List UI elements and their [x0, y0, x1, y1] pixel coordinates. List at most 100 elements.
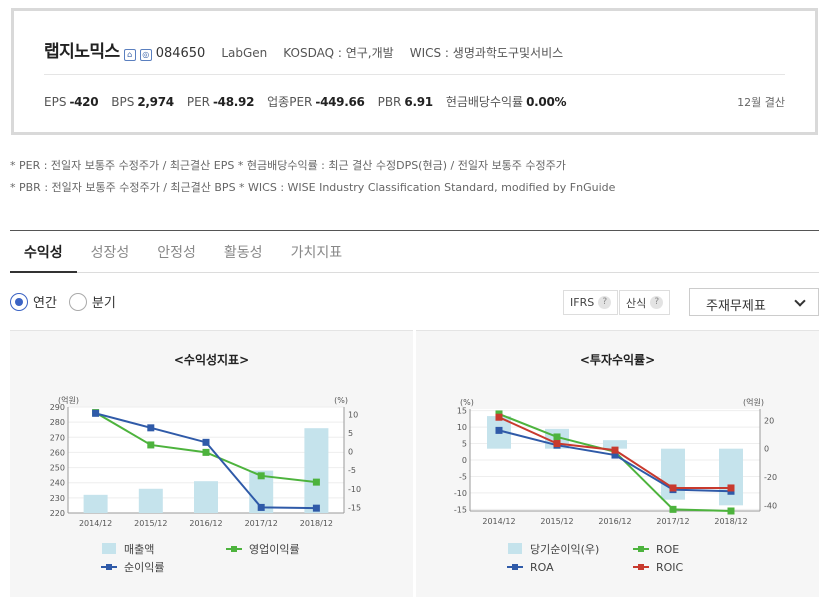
help-icon[interactable]: ? — [598, 296, 612, 309]
tab-valuation[interactable]: 가치지표 — [290, 245, 343, 261]
formula-chip[interactable]: 산식 ? — [619, 290, 671, 315]
help-icon[interactable]: ? — [650, 296, 664, 309]
right-axis-tick-label: 0 — [348, 448, 353, 457]
ticker-code: 084650 — [155, 46, 206, 61]
left-axis-tick-label: -15 — [454, 505, 467, 514]
footnote-line: * PER : 전일자 보통주 수정주가 / 최근결산 EPS * 현금배당수익… — [10, 159, 566, 172]
data-point — [257, 503, 265, 511]
left-axis-tick-label: 10 — [457, 423, 467, 432]
x-axis-tick-label: 2017/12 — [245, 519, 278, 528]
metric-industry-per: 업종PER -449.66 — [267, 95, 365, 109]
right-axis-tick-label: -15 — [348, 503, 361, 512]
radio-annual-label: 연간 — [33, 296, 57, 311]
left-axis-tick-label: 5 — [462, 440, 467, 449]
right-axis-tick-label: -5 — [348, 466, 356, 475]
metric-dividend-yield: 현금배당수익률 0.00% — [445, 95, 567, 109]
legend-swatch — [638, 564, 644, 570]
legend-swatch — [508, 543, 522, 554]
right-axis-label: (%) — [334, 396, 348, 405]
data-point — [92, 409, 100, 417]
report-icon[interactable]: ◎ — [139, 49, 152, 61]
legend-label: 당기순이익(우) — [530, 543, 599, 556]
ifrs-label: IFRS — [570, 296, 595, 309]
data-point — [727, 507, 735, 515]
data-point — [202, 448, 210, 456]
profitability-chart: 220 230 240 250 260 270 280 290 -15 -10 -5 0 5 10 (억원)… — [50, 395, 361, 574]
wics-sector: WICS : 생명과학도구및서비스 — [409, 46, 564, 60]
legend-swatch — [231, 546, 237, 552]
metric-pbr: PBR 6.91 — [377, 95, 434, 109]
data-point — [202, 438, 210, 446]
right-axis-label: (억원) — [743, 397, 764, 407]
left-axis-label: (억원) — [58, 395, 79, 405]
bar — [603, 440, 627, 449]
bar — [304, 428, 329, 513]
left-axis-label: (%) — [460, 398, 474, 407]
data-point — [553, 433, 561, 441]
tab-profitability[interactable]: 수익성 — [10, 231, 77, 273]
data-point — [669, 484, 677, 492]
chevron-down-icon — [794, 295, 806, 307]
tab-activity[interactable]: 활동성 — [223, 245, 263, 261]
radio-quarter[interactable]: 분기 — [68, 292, 116, 311]
bar — [83, 494, 108, 513]
tab-stability[interactable]: 안정성 — [157, 245, 196, 261]
radio-quarter-dot[interactable] — [68, 292, 87, 311]
legend-label: 매출액 — [124, 543, 154, 556]
left-axis-tick-label: -10 — [454, 489, 467, 498]
footnotes: * PER : 전일자 보통주 수정주가 / 최근결산 EPS * 현금배당수익… — [10, 155, 615, 199]
left-axis-tick-label: 250 — [50, 464, 65, 473]
x-axis-tick-label: 2014/12 — [79, 519, 112, 528]
data-point — [312, 478, 320, 486]
indicator-tabs: 수익성 성장성 안정성 활동성 가치지표 — [10, 231, 819, 273]
data-point — [553, 440, 561, 448]
legend-label: 영업이익률 — [249, 543, 300, 556]
right-axis-tick-label: 10 — [348, 410, 358, 419]
data-point — [611, 451, 619, 459]
settlement-month: 12월 결산 — [737, 96, 785, 109]
tabs-top-border — [10, 230, 819, 231]
metric-per: PER -48.92 — [186, 95, 255, 109]
left-axis-tick-label: -5 — [459, 472, 467, 481]
x-axis-tick-label: 2016/12 — [598, 517, 631, 526]
data-point — [495, 426, 503, 434]
left-axis-tick-label: 240 — [50, 479, 65, 488]
right-axis-tick-label: -20 — [764, 473, 777, 482]
investment-return-chart-panel: <투자수익률> -15 -10 -5 0 5 10 15 -40 -20 0 20 (%) (억원) 20… — [416, 330, 819, 597]
profitability-chart-panel: <수익성지표> 220 230 240 250 260 270 280 290 -15 -10 -5… — [10, 330, 413, 597]
left-axis-tick-label: 15 — [457, 407, 467, 416]
data-point — [669, 505, 677, 513]
tab-growth[interactable]: 성장성 — [90, 245, 130, 261]
data-point — [257, 472, 265, 480]
metrics-row: EPS -420 BPS 2,974 PER -48.92 업종PER -449.66 … — [44, 93, 785, 110]
legend-label: 순이익률 — [124, 561, 164, 574]
legend-swatch — [106, 564, 112, 570]
x-axis-tick-label: 2017/12 — [656, 517, 689, 526]
x-axis-tick-label: 2014/12 — [482, 517, 515, 526]
bar — [138, 488, 163, 513]
radio-annual[interactable]: 연간 — [10, 292, 57, 311]
x-axis-tick-label: 2018/12 — [714, 517, 747, 526]
metric-eps: EPS -420 — [44, 95, 99, 109]
company-summary: 랩지노믹스 ⌂ ◎ 084650 LabGen KOSDAQ : 연구,개발 W… — [11, 8, 818, 135]
right-axis-tick-label: 0 — [764, 445, 769, 454]
ifrs-chip[interactable]: IFRS ? — [563, 290, 619, 315]
left-axis-tick-label: 270 — [50, 433, 65, 442]
left-axis-tick-label: 290 — [50, 403, 65, 412]
home-icon[interactable]: ⌂ — [123, 49, 136, 61]
x-axis-tick-label: 2015/12 — [134, 519, 167, 528]
data-point — [147, 424, 155, 432]
right-axis-tick-label: -10 — [348, 485, 361, 494]
summary-divider — [44, 74, 785, 75]
metric-bps: BPS 2,974 — [111, 95, 174, 109]
radio-annual-dot[interactable] — [10, 292, 28, 311]
data-point — [611, 446, 619, 454]
data-point — [495, 413, 503, 421]
statement-type-select[interactable]: 주재무제표 — [689, 288, 819, 316]
data-point — [727, 484, 735, 492]
x-axis-tick-label: 2016/12 — [189, 519, 222, 528]
left-axis-tick-label: 220 — [50, 509, 65, 518]
data-point — [147, 441, 155, 449]
left-axis-tick-label: 0 — [462, 456, 467, 465]
right-axis-tick-label: -40 — [764, 501, 777, 510]
